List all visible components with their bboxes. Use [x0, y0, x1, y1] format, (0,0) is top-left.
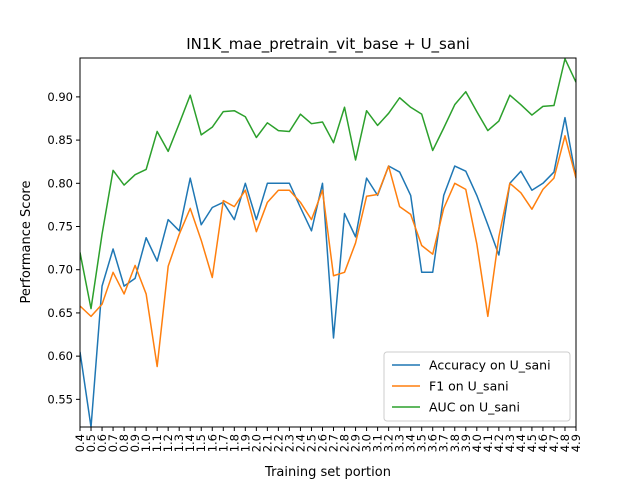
x-tick-label: 1.6 — [205, 434, 219, 452]
y-tick-label: 0.65 — [47, 306, 73, 320]
legend: Accuracy on U_sani F1 on U_sani AUC on U_s… — [383, 351, 571, 422]
x-tick-label: 0.9 — [128, 434, 142, 452]
legend-entry-label: Accuracy on U_sani — [429, 358, 551, 373]
y-tick-label: 0.60 — [47, 349, 73, 363]
x-tick-label: 3.3 — [393, 434, 407, 452]
x-tick-label: 3.5 — [415, 434, 429, 452]
y-tick-label: 0.70 — [47, 263, 73, 277]
x-tick-label: 3.0 — [360, 434, 374, 452]
x-tick-label: 4.1 — [481, 434, 495, 452]
x-tick-label: 4.5 — [525, 434, 539, 452]
x-tick-label: 1.9 — [238, 434, 252, 452]
x-tick-label: 2.1 — [260, 434, 274, 452]
x-tick-label: 0.7 — [106, 434, 120, 452]
x-tick-label: 1.8 — [227, 434, 241, 452]
x-tick-label: 2.6 — [315, 434, 329, 452]
series-line-3 — [80, 58, 576, 310]
x-tick-label: 1.1 — [150, 434, 164, 452]
x-tick-label: 4.3 — [503, 434, 517, 452]
y-axis-ticks: 0.55 0.60 0.65 0.70 0.75 0.80 0.85 0.90 — [47, 90, 80, 406]
y-tick-label: 0.75 — [47, 220, 73, 234]
x-tick-label: 3.8 — [448, 434, 462, 452]
x-tick-label: 1.0 — [139, 434, 153, 452]
legend-entry-label: F1 on U_sani — [429, 379, 509, 394]
x-tick-label: 1.2 — [161, 434, 175, 452]
x-tick-label: 4.7 — [547, 434, 561, 452]
x-tick-label: 4.4 — [514, 434, 528, 452]
x-tick-label: 0.4 — [73, 434, 87, 452]
legend-entry-label: AUC on U_sani — [429, 400, 520, 415]
x-tick-label: 2.8 — [338, 434, 352, 452]
x-tick-label: 3.7 — [437, 434, 451, 452]
x-tick-label: 0.6 — [95, 434, 109, 452]
y-axis-label: Performance Score — [19, 181, 34, 304]
x-tick-label: 1.4 — [183, 434, 197, 452]
x-tick-label: 4.0 — [470, 434, 484, 452]
x-tick-label: 3.4 — [404, 434, 418, 452]
plot-lines — [80, 58, 576, 427]
x-tick-label: 3.6 — [426, 434, 440, 452]
y-tick-label: 0.85 — [47, 133, 73, 147]
x-tick-label: 3.1 — [371, 434, 385, 452]
x-tick-label: 2.9 — [349, 434, 363, 452]
y-tick-label: 0.90 — [47, 90, 73, 104]
legend-box — [383, 351, 571, 422]
x-axis-label: Training set portion — [264, 465, 391, 480]
y-tick-label: 0.55 — [47, 392, 73, 406]
x-tick-label: 2.5 — [304, 434, 318, 452]
x-tick-label: 4.2 — [492, 434, 506, 452]
x-tick-label: 4.8 — [558, 434, 572, 452]
series-line-2 — [80, 135, 576, 368]
x-tick-label: 1.7 — [216, 434, 230, 452]
axes-frame — [79, 57, 577, 428]
x-tick-label: 1.3 — [172, 434, 186, 452]
series-line-1 — [80, 116, 576, 427]
chart-title: IN1K_mae_pretrain_vit_base + U_sani — [186, 35, 470, 54]
x-tick-label: 4.9 — [569, 434, 583, 452]
x-tick-label: 0.5 — [84, 434, 98, 452]
x-axis-ticks: 0.40.50.60.70.80.91.01.11.21.31.41.51.61… — [73, 427, 583, 452]
x-tick-label: 2.2 — [271, 434, 285, 452]
x-tick-label: 1.5 — [194, 434, 208, 452]
y-tick-label: 0.80 — [47, 176, 73, 190]
x-tick-label: 2.0 — [249, 434, 263, 452]
x-tick-label: 2.7 — [327, 434, 341, 452]
x-tick-label: 0.8 — [117, 434, 131, 452]
x-tick-label: 4.6 — [536, 434, 550, 452]
x-tick-label: 2.3 — [282, 434, 296, 452]
x-tick-label: 3.2 — [382, 434, 396, 452]
x-tick-label: 3.9 — [459, 434, 473, 452]
x-tick-label: 2.4 — [293, 434, 307, 452]
